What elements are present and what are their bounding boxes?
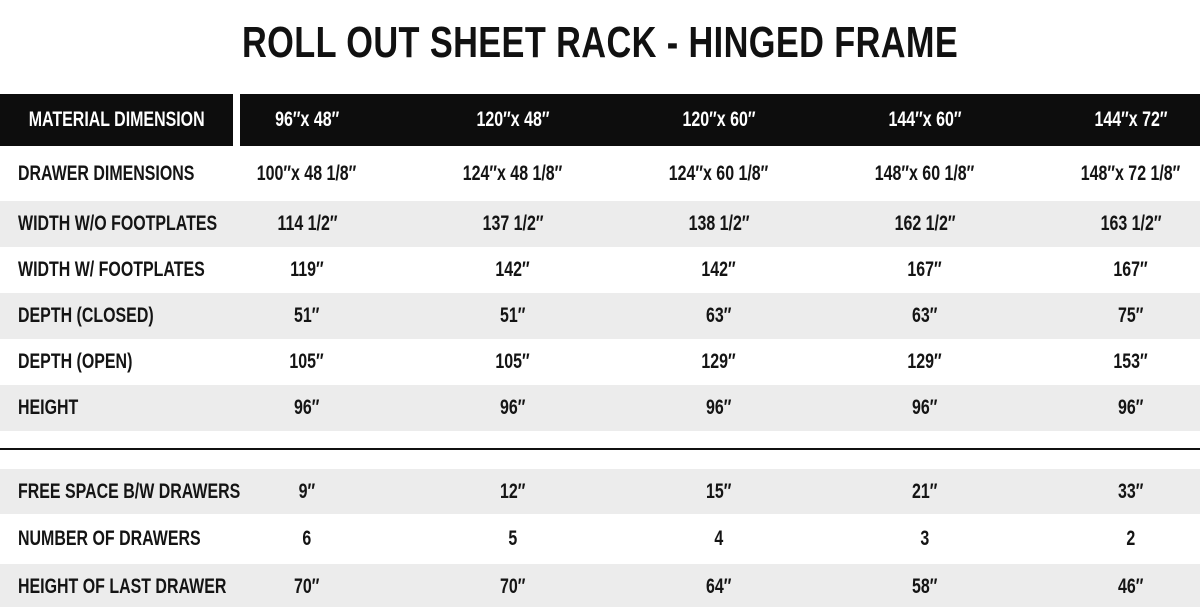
cell-value: 70″: [500, 575, 526, 598]
cell-value: 58″: [912, 575, 938, 598]
row-label: WIDTH W/ FOOTPLATES: [18, 258, 205, 281]
spec-row-height: HEIGHT 96″ 96″ 96″ 96″ 96″: [0, 385, 1200, 431]
header-col-5: 144″x 72″: [1094, 108, 1168, 131]
header-col-4: 144″x 60″: [888, 108, 962, 131]
spec-row-depth-open: DEPTH (OPEN) 105″ 105″ 129″ 129″ 153″: [0, 339, 1200, 385]
header-label: MATERIAL DIMENSION: [28, 108, 205, 131]
row-label: DEPTH (CLOSED): [18, 304, 154, 327]
header-background-bar: [240, 94, 1200, 146]
section-gap: [0, 431, 1200, 469]
cell-value: 70″: [294, 575, 320, 598]
header-columns: 96″x 48″ 120″x 48″ 120″x 60″ 144″x 60″ 1…: [0, 94, 1200, 146]
spec-row-width-w-footplates: WIDTH W/ FOOTPLATES 119″ 142″ 142″ 167″ …: [0, 247, 1200, 293]
row-label: HEIGHT OF LAST DRAWER: [18, 575, 227, 598]
cell-value: 129″: [907, 350, 943, 373]
cell-value: 119″: [290, 258, 324, 281]
cell-value: 148″x 60 1/8″: [875, 161, 975, 185]
cell-value: 9″: [298, 479, 316, 503]
cell-value: 96″: [706, 396, 732, 419]
page-title-wrap: ROLL OUT SHEET RACK - HINGED FRAME: [0, 20, 1200, 66]
header-col-3: 120″x 60″: [682, 108, 756, 131]
cell-value: 142″: [701, 258, 737, 281]
cell-value: 46″: [1118, 575, 1144, 598]
header-col-1: 96″x 48″: [274, 108, 340, 131]
cell-value: 51″: [294, 304, 320, 327]
row-label: DEPTH (OPEN): [18, 350, 133, 373]
cell-value: 96″: [500, 396, 526, 419]
cell-value: 138 1/2″: [688, 212, 750, 235]
cell-value: 3: [920, 527, 930, 550]
page-title: ROLL OUT SHEET RACK - HINGED FRAME: [241, 18, 959, 67]
cell-value: 96″: [294, 396, 320, 419]
cell-value: 153″: [1113, 350, 1149, 373]
cell-value: 105″: [289, 350, 325, 373]
cell-value: 124″x 48 1/8″: [463, 161, 563, 185]
cell-value: 21″: [912, 479, 938, 503]
spec-row-number-of-drawers: NUMBER OF DRAWERS 6 5 4 3 2: [0, 514, 1200, 564]
row-label: DRAWER DIMENSIONS: [18, 161, 195, 185]
cell-value: 63″: [912, 304, 938, 327]
cell-value: 75″: [1118, 304, 1144, 327]
cell-value: 114 1/2″: [276, 212, 338, 235]
cell-value: 33″: [1118, 479, 1144, 503]
spec-row-drawer-dimensions: DRAWER DIMENSIONS 100″x 48 1/8″ 124″x 48…: [0, 146, 1200, 201]
cell-value: 124″x 60 1/8″: [669, 161, 769, 185]
cell-value: 100″x 48 1/8″: [257, 161, 357, 185]
cell-value: 167″: [907, 258, 943, 281]
cell-value: 64″: [706, 575, 732, 598]
spec-row-width-wo-footplates: WIDTH W/O FOOTPLATES 114 1/2″ 137 1/2″ 1…: [0, 201, 1200, 247]
cell-value: 2: [1126, 527, 1136, 550]
cell-value: 148″x 72 1/8″: [1081, 161, 1181, 185]
cell-value: 63″: [706, 304, 732, 327]
cell-value: 162 1/2″: [894, 212, 956, 235]
cell-value: 15″: [706, 479, 732, 503]
cell-value: 163 1/2″: [1100, 212, 1162, 235]
spec-row-depth-closed: DEPTH (CLOSED) 51″ 51″ 63″ 63″ 75″: [0, 293, 1200, 339]
header-cell-material-dimension: MATERIAL DIMENSION: [0, 94, 233, 146]
spec-row-free-space-bw-drawers: FREE SPACE B/W DRAWERS 9″ 12″ 15″ 21″ 33…: [0, 469, 1200, 514]
cell-value: 6: [302, 527, 312, 550]
cell-value: 167″: [1113, 258, 1149, 281]
cell-value: 105″: [495, 350, 531, 373]
row-label: HEIGHT: [18, 396, 79, 419]
row-label: WIDTH W/O FOOTPLATES: [18, 212, 218, 235]
cell-value: 5: [508, 527, 518, 550]
row-label: FREE SPACE B/W DRAWERS: [18, 479, 241, 503]
cell-value: 4: [714, 527, 724, 550]
cell-value: 12″: [500, 479, 526, 503]
spec-row-height-of-last-drawer: HEIGHT OF LAST DRAWER 70″ 70″ 64″ 58″ 46…: [0, 564, 1200, 607]
header-col-2: 120″x 48″: [476, 108, 550, 131]
cell-value: 137 1/2″: [482, 212, 544, 235]
table-header-row: MATERIAL DIMENSION 96″x 48″ 120″x 48″ 12…: [0, 94, 1200, 146]
cell-value: 142″: [495, 258, 531, 281]
cell-value: 96″: [1118, 396, 1144, 419]
cell-value: 51″: [500, 304, 526, 327]
cell-value: 129″: [701, 350, 737, 373]
section-divider-line: [0, 448, 1200, 450]
row-label: NUMBER OF DRAWERS: [18, 527, 201, 550]
cell-value: 96″: [912, 396, 938, 419]
